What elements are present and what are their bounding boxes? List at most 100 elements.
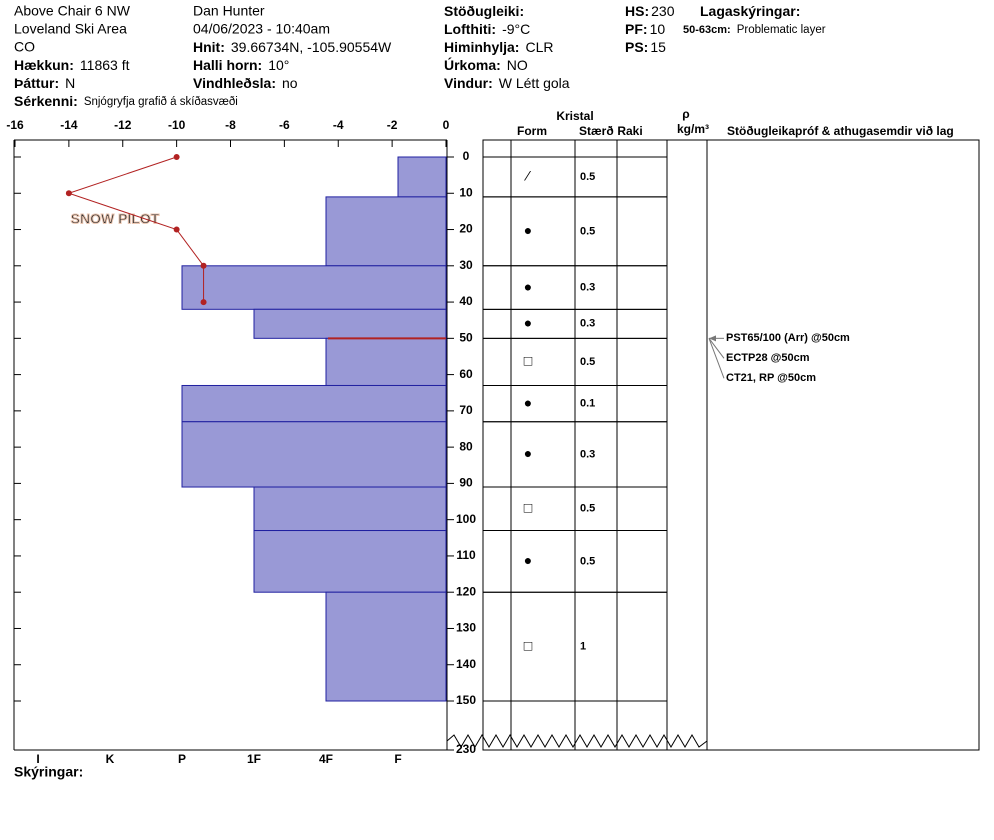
grain-form: ● [524,552,532,568]
column-header: Raki [617,124,642,138]
header-field: Lagaskýringar: [700,3,800,19]
field-label: Vindhleðsla: [193,75,276,91]
grain-form: □ [524,499,533,515]
hardness-label: P [178,752,186,766]
grain-form: □ [524,637,533,653]
stability-test: ECTP28 @50cm [726,352,810,364]
grain-form: ● [524,315,532,331]
y-tick-label: 10 [459,185,473,199]
hardness-label: 1F [247,752,261,766]
temperature-point [200,262,207,269]
layer-bar [253,486,447,532]
x-tick-label: -14 [60,118,78,132]
y-tick-label: 140 [456,657,476,671]
header-field: Hnit: 39.66734N, -105.90554W [193,39,392,55]
temperature-point [65,190,72,197]
datetime: 04/06/2023 - 10:40am [193,21,330,37]
column-header: kg/m³ [677,122,709,136]
header-field: 50-63cm: Problematic layer [683,24,826,36]
field-label: Hnit: [193,39,225,55]
header-field: Stöðugleiki: [444,3,524,19]
grain-size: 1 [580,641,586,653]
field-label: Vindur: [444,75,493,91]
field-value: 10° [268,57,289,73]
layer-bar [181,421,447,488]
field-value: Problematic layer [737,24,826,36]
grain-form: □ [524,353,533,369]
area: Loveland Ski Area [14,21,127,37]
y-tick-label: 130 [456,621,476,635]
grain-size: 0.3 [580,318,595,330]
header: Above Chair 6 NW Loveland Ski Area CO Da… [14,3,330,55]
layer-bar [325,337,447,386]
grain-size: 0.5 [580,555,595,567]
field-label: PS: [625,39,648,55]
hardness-label: F [394,752,401,766]
x-tick-label: 0 [443,118,450,132]
grain-form: ● [524,278,532,294]
y-tick-label: 230 [456,742,476,756]
grain-form: ● [524,394,532,410]
field-value: CLR [525,39,553,55]
header-field: Himinhylja: CLR [444,39,553,55]
y-tick-label: 90 [459,476,473,490]
y-tick-label: 110 [456,548,476,562]
column-header: Form [517,124,547,138]
temperature-point [173,226,180,233]
header-field: HS: 230 [625,3,675,19]
layer-bar [253,530,447,593]
field-label: Lofthiti: [444,21,496,37]
field-value: -9°C [502,21,530,37]
field-value: Snjógryfja grafið á skíðasvæði [84,96,238,108]
y-tick-label: 100 [456,512,476,526]
footer-label: Skýringar: [14,764,83,780]
y-tick-label: 20 [459,222,473,236]
field-label: Halli horn: [193,57,262,73]
test-arrow [708,338,725,359]
hardness-label: I [36,752,39,766]
grain-size: 0.5 [580,171,595,183]
field-value: N [65,75,75,91]
header-field: Vindhleðsla: no [193,75,298,91]
field-label: Úrkoma: [444,56,501,73]
y-tick-label: 60 [459,367,473,381]
layer-bar [181,384,447,423]
grain-form: ⁄ [524,168,532,184]
field-label: Himinhylja: [444,39,519,55]
y-tick-label: 80 [459,439,473,453]
table-columns: Kristal Form Stærð Raki ρ kg/m³ Stöðugle… [510,107,954,750]
layer-bar [325,196,447,267]
header-field: PF: 10 [625,21,665,37]
watermark: SNOW PILOT [71,211,160,227]
field-label: Sérkenni: [14,93,78,109]
observer: Dan Hunter [193,3,265,19]
layer-bar [325,591,447,702]
grain-size: 0.5 [580,225,595,237]
field-value: 11863 ft [80,57,130,73]
field-value: 39.66734N, -105.90554W [231,39,392,55]
layer-bar [397,156,447,198]
y-tick-label: 40 [459,294,473,308]
field-label: Lagaskýringar: [700,3,800,19]
hardness-label: K [106,752,115,766]
layer-bar [181,265,447,310]
hardness-label: 4F [319,752,333,766]
field-label: Hækkun: [14,57,74,73]
field-value: 230 [651,3,675,19]
test-arrowhead [709,335,716,342]
field-value: no [282,75,298,91]
x-tick-label: -10 [168,118,186,132]
grain-size: 0.5 [580,503,595,515]
field-value: 10 [650,21,666,37]
test-arrow [708,338,725,379]
field-label: PF: [625,21,648,37]
header-field: Halli horn: 10° [193,57,289,73]
grain-form: ● [524,222,532,238]
location: Above Chair 6 NW [14,3,131,19]
field-value: NO [507,57,528,73]
grain-form: ● [524,445,532,461]
field-label: HS: [625,3,649,19]
x-tick-label: -8 [225,118,236,132]
column-header: Stöðugleikapróf & athugasemdir við lag [727,124,954,138]
